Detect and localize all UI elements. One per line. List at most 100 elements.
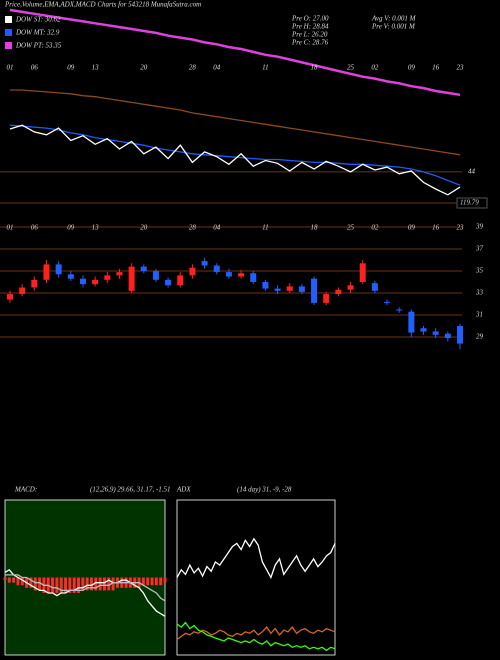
series-line	[5, 574, 166, 602]
x-tick-label: 16	[432, 224, 440, 232]
histogram-bar	[94, 577, 98, 591]
series-line	[9, 124, 461, 196]
candle-body	[347, 285, 354, 290]
candle-body	[286, 286, 293, 291]
histogram-bar	[102, 577, 106, 591]
histogram-bar	[7, 577, 11, 583]
series-line	[176, 537, 336, 580]
series-line	[176, 626, 336, 641]
candle-body	[262, 282, 269, 289]
candle-body	[225, 272, 232, 277]
x-tick-label: 20	[140, 64, 148, 72]
histogram-bar	[154, 577, 158, 586]
x-tick-label: 06	[31, 64, 39, 72]
candle-body	[152, 271, 159, 280]
candle-body	[457, 326, 463, 344]
candle-body	[165, 279, 172, 286]
candle-body	[104, 275, 111, 280]
series-line	[4, 568, 166, 617]
candle-body	[7, 294, 13, 300]
candle-body	[92, 279, 99, 285]
candle-body	[43, 264, 50, 280]
x-tick-label: 18	[311, 224, 319, 232]
histogram-bar	[12, 577, 16, 583]
stat-label: Pre L: 26.20	[291, 31, 328, 39]
y-tick-label: 31	[475, 311, 483, 319]
candle-body	[311, 278, 318, 303]
candle-body	[335, 289, 342, 295]
x-tick-label: 28	[189, 224, 197, 232]
histogram-bar	[51, 577, 55, 593]
candle-body	[274, 288, 281, 291]
x-tick-label: 01	[7, 64, 14, 72]
panel-title: MACD:	[14, 486, 37, 494]
series-line	[10, 89, 461, 156]
histogram-bar	[72, 577, 76, 593]
candle-body	[444, 333, 451, 339]
histogram-bar	[55, 577, 59, 593]
x-tick-label: 09	[408, 224, 416, 232]
x-tick-label: 20	[140, 224, 148, 232]
stat-label: Pre C: 28.76	[291, 39, 329, 47]
series-line	[9, 124, 461, 186]
x-tick-label: 25	[347, 64, 355, 72]
candle-body	[396, 309, 403, 311]
y-tick-label: 37	[475, 245, 484, 253]
panel-background	[4, 499, 166, 656]
x-tick-label: 16	[432, 64, 440, 72]
x-tick-label: 13	[92, 64, 100, 72]
candle-body	[298, 286, 305, 292]
histogram-bar	[29, 577, 33, 588]
x-tick-label: 04	[213, 224, 221, 232]
x-tick-label: 09	[67, 64, 75, 72]
x-tick-label: 02	[371, 64, 379, 72]
candle-body	[55, 264, 62, 275]
histogram-bar	[3, 577, 7, 581]
panel-subtitle: (12,26,9) 29.66, 31.17, -1.51	[90, 486, 171, 494]
histogram-bar	[64, 577, 68, 593]
candle-body	[213, 265, 220, 273]
histogram-bar	[163, 577, 167, 583]
stat-label: Pre H: 28.84	[291, 23, 329, 31]
legend-swatch	[5, 16, 12, 23]
series-line	[9, 8, 461, 97]
panel-subtitle: (14 day) 31, -9, -28	[237, 486, 292, 494]
legend-label: DOW MT: 32.9	[15, 29, 60, 37]
x-tick-label: 04	[213, 64, 221, 72]
y-tick-label: 29	[476, 333, 484, 341]
annotation-box	[456, 197, 488, 209]
histogram-bar	[146, 577, 150, 586]
histogram-bar	[111, 577, 115, 591]
x-tick-label: 23	[457, 224, 465, 232]
legend-label: DOW PT: 53.35	[15, 42, 62, 50]
x-tick-label: 06	[31, 224, 39, 232]
x-tick-label: 09	[408, 64, 416, 72]
candle-body	[323, 294, 330, 303]
x-tick-label: 11	[262, 224, 268, 232]
histogram-bar	[150, 577, 154, 586]
histogram-bar	[85, 577, 89, 591]
histogram-bar	[16, 577, 20, 586]
x-tick-label: 13	[92, 224, 100, 232]
candle-body	[238, 273, 245, 277]
legend-swatch	[5, 29, 12, 36]
histogram-bar	[33, 577, 37, 591]
histogram-bar	[159, 577, 163, 586]
histogram-bar	[77, 577, 80, 593]
histogram-bar	[68, 577, 72, 593]
panel-title: ADX	[176, 486, 191, 494]
x-tick-label: 02	[371, 224, 379, 232]
stat-label: Avg V: 0.001 M	[371, 15, 417, 23]
candle-body	[116, 272, 123, 276]
x-tick-label: 11	[262, 64, 268, 72]
histogram-bar	[141, 577, 145, 586]
stat-label: Pre V: 0.001 M	[371, 23, 416, 31]
candle-body	[19, 287, 26, 295]
histogram-bar	[90, 577, 93, 591]
candle-body	[420, 328, 427, 332]
histogram-bar	[59, 577, 63, 593]
y-tick-label: 44	[468, 168, 476, 176]
y-tick-label: 33	[475, 289, 484, 297]
